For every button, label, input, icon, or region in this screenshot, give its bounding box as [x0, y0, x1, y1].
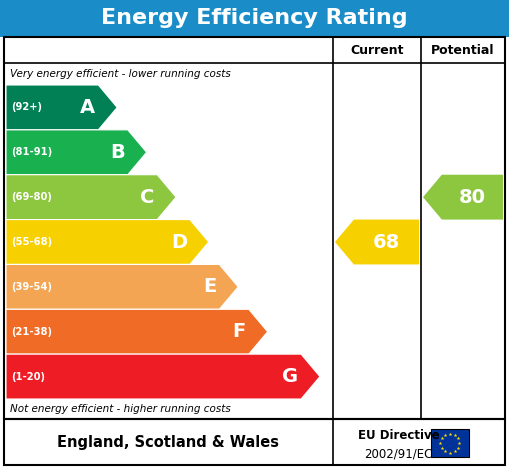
Text: EU Directive: EU Directive — [357, 429, 439, 442]
Text: B: B — [110, 143, 125, 162]
Text: (39-54): (39-54) — [11, 282, 52, 292]
Text: Current: Current — [350, 43, 404, 57]
Text: (55-68): (55-68) — [11, 237, 52, 247]
Text: (69-80): (69-80) — [11, 192, 52, 202]
Bar — [4, 419, 505, 465]
Text: G: G — [282, 367, 298, 386]
Text: 2002/91/EC: 2002/91/EC — [364, 447, 433, 460]
Polygon shape — [6, 309, 268, 354]
Bar — [431, 429, 469, 457]
Polygon shape — [6, 219, 209, 264]
Text: (21-38): (21-38) — [11, 327, 52, 337]
Text: (92+): (92+) — [11, 102, 42, 113]
Text: England, Scotland & Wales: England, Scotland & Wales — [58, 436, 279, 451]
Text: Potential: Potential — [431, 43, 495, 57]
Polygon shape — [6, 175, 176, 219]
Polygon shape — [335, 219, 419, 264]
Text: Very energy efficient - lower running costs: Very energy efficient - lower running co… — [10, 69, 231, 79]
Text: Energy Efficiency Rating: Energy Efficiency Rating — [101, 8, 408, 28]
Text: E: E — [203, 277, 216, 297]
Bar — [0, 0, 509, 37]
Polygon shape — [6, 130, 147, 175]
Text: Not energy efficient - higher running costs: Not energy efficient - higher running co… — [10, 404, 231, 414]
Polygon shape — [6, 85, 117, 130]
Polygon shape — [423, 175, 503, 219]
Text: (1-20): (1-20) — [11, 372, 45, 382]
Text: 80: 80 — [459, 188, 486, 206]
Bar — [0, 419, 509, 467]
Text: (81-91): (81-91) — [11, 147, 52, 157]
Text: 68: 68 — [373, 233, 400, 252]
Text: A: A — [80, 98, 95, 117]
Text: C: C — [140, 188, 154, 206]
Text: D: D — [171, 233, 187, 252]
Polygon shape — [6, 264, 238, 309]
Text: F: F — [233, 322, 246, 341]
Bar — [4, 37, 505, 419]
Polygon shape — [6, 354, 320, 399]
